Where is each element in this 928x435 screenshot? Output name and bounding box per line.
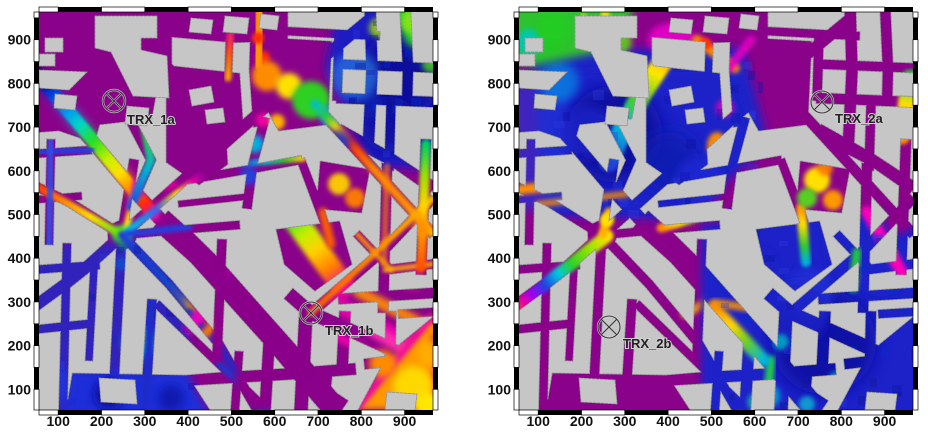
svg-text:500: 500 bbox=[700, 413, 724, 429]
svg-text:100: 100 bbox=[8, 381, 32, 397]
svg-text:300: 300 bbox=[488, 294, 512, 310]
svg-text:300: 300 bbox=[613, 413, 637, 429]
svg-text:300: 300 bbox=[133, 413, 157, 429]
svg-text:200: 200 bbox=[570, 413, 594, 429]
svg-text:700: 700 bbox=[488, 119, 512, 135]
svg-text:500: 500 bbox=[220, 413, 244, 429]
svg-text:600: 600 bbox=[488, 163, 512, 179]
svg-text:100: 100 bbox=[47, 413, 71, 429]
svg-text:100: 100 bbox=[527, 413, 551, 429]
svg-text:100: 100 bbox=[488, 381, 512, 397]
svg-text:600: 600 bbox=[263, 413, 287, 429]
svg-text:700: 700 bbox=[786, 413, 810, 429]
svg-text:300: 300 bbox=[8, 294, 32, 310]
svg-text:900: 900 bbox=[488, 32, 512, 48]
svg-text:900: 900 bbox=[873, 413, 897, 429]
svg-text:800: 800 bbox=[8, 75, 32, 91]
svg-text:600: 600 bbox=[8, 163, 32, 179]
svg-text:800: 800 bbox=[488, 75, 512, 91]
svg-text:800: 800 bbox=[830, 413, 854, 429]
svg-text:500: 500 bbox=[8, 207, 32, 223]
svg-text:400: 400 bbox=[8, 250, 32, 266]
svg-text:TRX_2a: TRX_2a bbox=[835, 111, 883, 126]
svg-text:200: 200 bbox=[488, 338, 512, 354]
svg-text:900: 900 bbox=[8, 32, 32, 48]
svg-text:TRX_2b: TRX_2b bbox=[623, 336, 671, 351]
svg-text:400: 400 bbox=[488, 250, 512, 266]
svg-text:200: 200 bbox=[8, 338, 32, 354]
svg-text:900: 900 bbox=[393, 413, 417, 429]
svg-text:TRX_1b: TRX_1b bbox=[325, 323, 373, 338]
svg-text:700: 700 bbox=[8, 119, 32, 135]
svg-text:700: 700 bbox=[306, 413, 330, 429]
svg-text:400: 400 bbox=[656, 413, 680, 429]
svg-text:500: 500 bbox=[488, 207, 512, 223]
svg-text:800: 800 bbox=[350, 413, 374, 429]
svg-text:TRX_1a: TRX_1a bbox=[127, 112, 175, 127]
svg-text:400: 400 bbox=[176, 413, 200, 429]
svg-text:600: 600 bbox=[743, 413, 767, 429]
svg-text:200: 200 bbox=[90, 413, 114, 429]
